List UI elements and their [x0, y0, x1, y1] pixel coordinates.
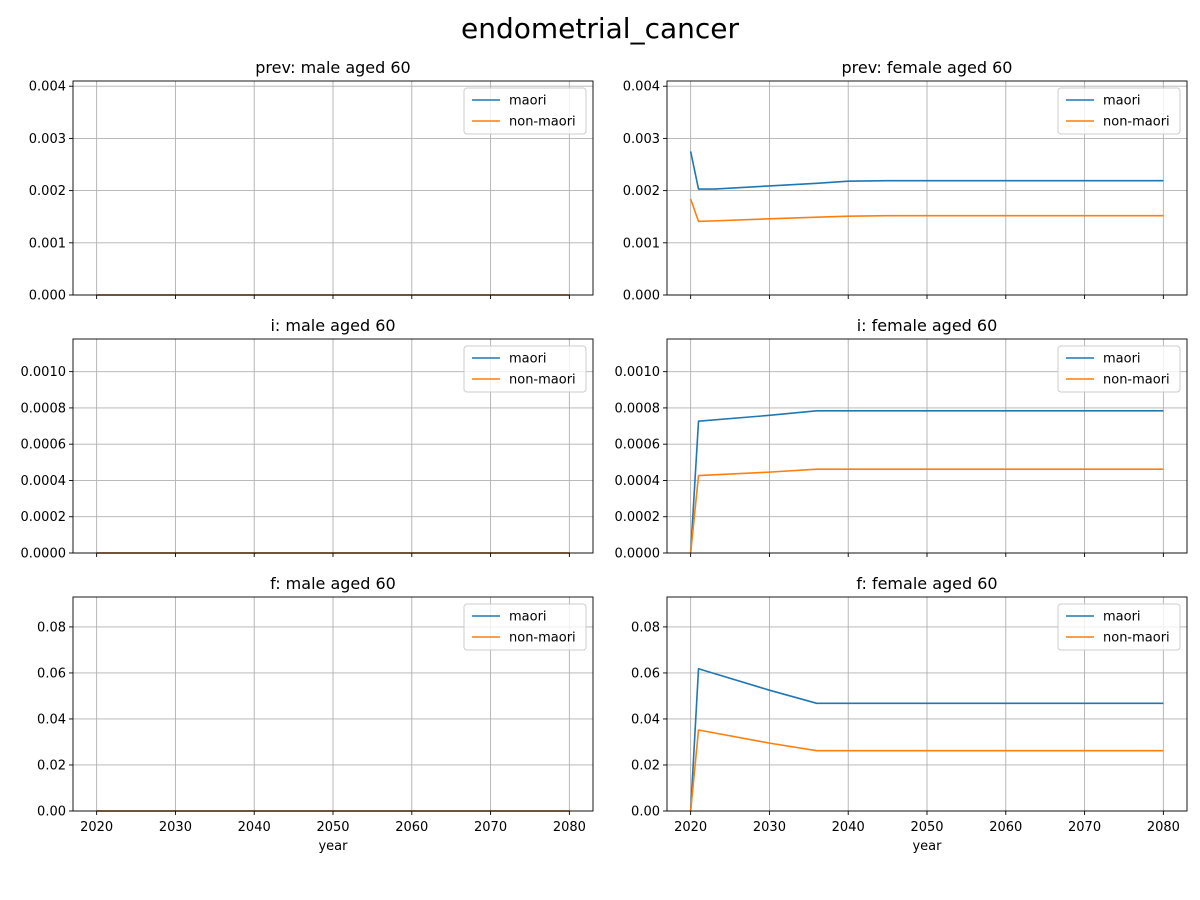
x-tick-label: 2020 — [80, 820, 113, 835]
y-tick-label: 0.08 — [37, 620, 66, 635]
y-tick-label: 0.002 — [29, 184, 66, 199]
y-tick-label: 0.0004 — [21, 474, 67, 489]
x-tick-label: 2080 — [1147, 820, 1180, 835]
subplot-title: f: male aged 60 — [270, 574, 396, 593]
series-line-maori — [689, 667, 1164, 812]
y-tick-label: 0.0006 — [21, 438, 67, 453]
y-tick-label: 0.001 — [623, 236, 660, 251]
y-tick-label: 0.002 — [623, 184, 660, 199]
x-axis-label: year — [912, 839, 942, 854]
subplot-title: prev: male aged 60 — [255, 58, 410, 77]
legend-label-maori: maori — [1103, 352, 1141, 367]
series-line-non-maori — [689, 729, 1164, 812]
subplot-2: 0.000 0.001 0.002 0.003 0.004 prev: female ag… — [623, 58, 1188, 304]
y-tick-label: 0.00 — [631, 805, 660, 820]
y-tick-label: 0.000 — [29, 289, 66, 304]
legend-label-maori: maori — [509, 94, 547, 109]
x-tick-label: 2030 — [753, 820, 786, 835]
y-tick-label: 0.003 — [29, 132, 66, 147]
subplot-6: 2020 2030 2040 2050 2060 2070 2080 0.00 0.02 0.04… — [631, 574, 1188, 854]
y-tick-label: 0.000 — [623, 289, 660, 304]
x-tick-label: 2080 — [553, 820, 586, 835]
subplot-title: i: female aged 60 — [857, 316, 998, 335]
subplot-3: 0.0000 0.0002 0.0004 0.0006 0.0008 0.0010 i: m… — [21, 316, 594, 562]
series-line-maori — [689, 151, 1164, 190]
legend: maori non-maori — [1057, 345, 1181, 393]
y-tick-label: 0.0004 — [615, 474, 661, 489]
subplot-title: prev: female aged 60 — [842, 58, 1013, 77]
series-line-non-maori — [689, 468, 1164, 554]
y-tick-label: 0.08 — [631, 620, 660, 635]
x-axis-label: year — [318, 839, 348, 854]
y-tick-label: 0.0006 — [615, 438, 661, 453]
legend-label-non-maori: non-maori — [1103, 373, 1170, 388]
y-tick-label: 0.004 — [623, 80, 660, 95]
y-tick-label: 0.0000 — [21, 547, 67, 562]
x-tick-label: 2050 — [910, 820, 943, 835]
y-tick-label: 0.004 — [29, 80, 66, 95]
legend-label-non-maori: non-maori — [1103, 115, 1170, 130]
legend-label-maori: maori — [509, 610, 547, 625]
y-tick-label: 0.06 — [37, 666, 66, 681]
legend-label-non-maori: non-maori — [509, 373, 576, 388]
y-tick-label: 0.02 — [631, 758, 660, 773]
subplot-4: 0.0000 0.0002 0.0004 0.0006 0.0008 0.0010 i: f… — [615, 316, 1188, 562]
y-tick-label: 0.003 — [623, 132, 660, 147]
y-tick-label: 0.0002 — [615, 510, 661, 525]
x-tick-label: 2040 — [832, 820, 865, 835]
y-tick-label: 0.04 — [631, 712, 660, 727]
y-tick-label: 0.0010 — [615, 365, 661, 380]
series-line-maori — [689, 410, 1164, 554]
subplot-1: 0.000 0.001 0.002 0.003 0.004 prev: male aged… — [29, 58, 594, 304]
y-tick-label: 0.06 — [631, 666, 660, 681]
legend-label-non-maori: non-maori — [1103, 631, 1170, 646]
x-tick-label: 2050 — [316, 820, 349, 835]
y-tick-label: 0.0008 — [21, 401, 67, 416]
y-tick-label: 0.00 — [37, 805, 66, 820]
subplot-5: 2020 2030 2040 2050 2060 2070 2080 0.00 0.02 0.04… — [37, 574, 594, 854]
legend-label-maori: maori — [1103, 610, 1141, 625]
figure-title: endometrial_cancer — [460, 12, 740, 45]
x-tick-label: 2040 — [238, 820, 271, 835]
x-tick-label: 2070 — [474, 820, 507, 835]
legend-label-maori: maori — [509, 352, 547, 367]
y-tick-label: 0.0010 — [21, 365, 67, 380]
y-tick-label: 0.0000 — [615, 547, 661, 562]
y-tick-label: 0.02 — [37, 758, 66, 773]
subplot-title: f: female aged 60 — [856, 574, 997, 593]
legend: maori non-maori — [463, 603, 587, 651]
legend-label-maori: maori — [1103, 94, 1141, 109]
legend-label-non-maori: non-maori — [509, 115, 576, 130]
legend: maori non-maori — [1057, 87, 1181, 135]
series-line-non-maori — [689, 198, 1164, 223]
y-tick-label: 0.001 — [29, 236, 66, 251]
subplot-title: i: male aged 60 — [270, 316, 395, 335]
legend: maori non-maori — [463, 345, 587, 393]
x-tick-label: 2020 — [674, 820, 707, 835]
legend: maori non-maori — [1057, 603, 1181, 651]
x-tick-label: 2030 — [159, 820, 192, 835]
legend-label-non-maori: non-maori — [509, 631, 576, 646]
x-tick-label: 2070 — [1068, 820, 1101, 835]
x-tick-label: 2060 — [989, 820, 1022, 835]
legend: maori non-maori — [463, 87, 587, 135]
y-tick-label: 0.0008 — [615, 401, 661, 416]
x-tick-label: 2060 — [395, 820, 428, 835]
y-tick-label: 0.0002 — [21, 510, 67, 525]
y-tick-label: 0.04 — [37, 712, 66, 727]
